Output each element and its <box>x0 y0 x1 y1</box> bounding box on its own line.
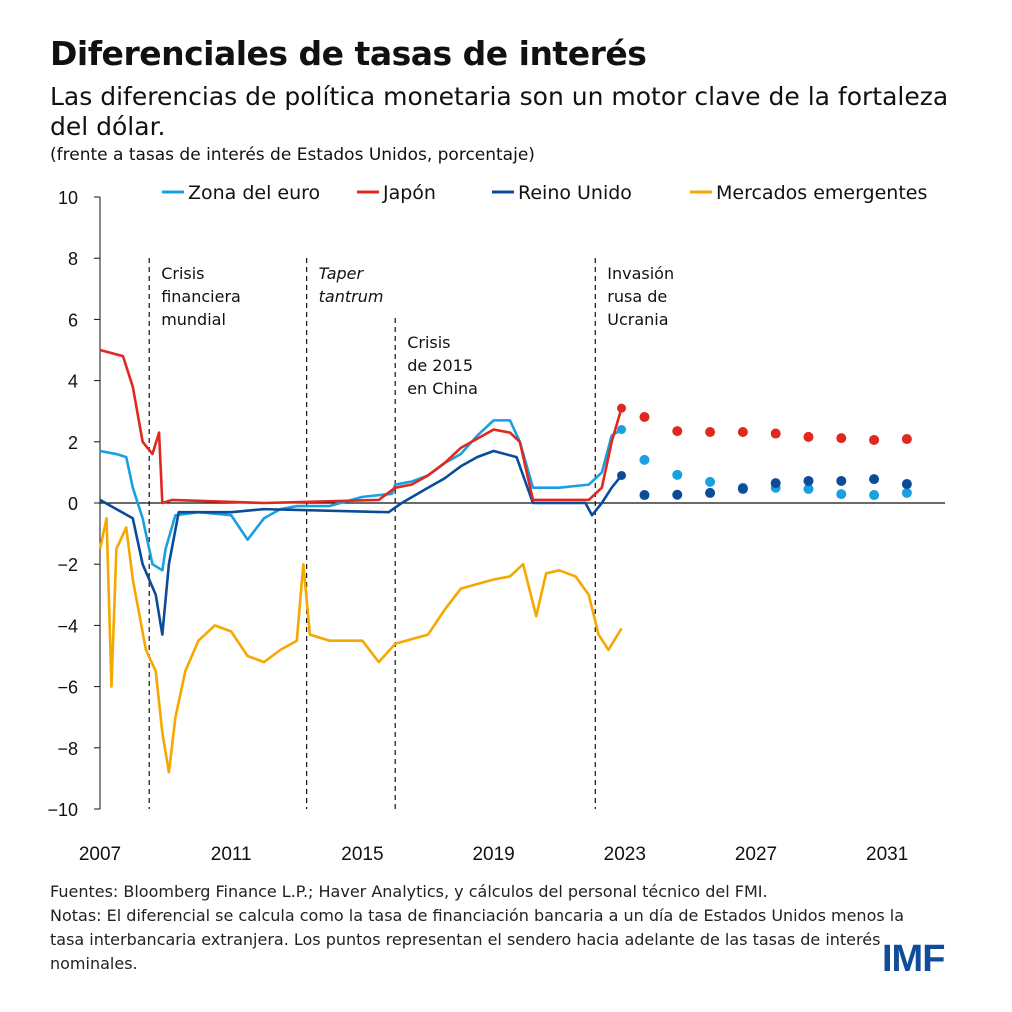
x-tick-label: 2019 <box>472 844 514 865</box>
y-tick-label: 10 <box>58 188 78 208</box>
series-line-1 <box>99 348 623 505</box>
annotation-text: Crisis <box>161 264 204 283</box>
projection-dot <box>672 489 683 500</box>
series-endpoint <box>617 403 627 413</box>
footnotes: Fuentes: Bloomberg Finance L.P.; Haver A… <box>50 880 910 976</box>
y-tick-label: 2 <box>68 433 78 453</box>
legend-label: Mercados emergentes <box>716 182 927 204</box>
series-line-3 <box>98 516 623 774</box>
projection-dot <box>737 483 748 494</box>
projection-dot <box>901 479 912 490</box>
x-tick-label: 2015 <box>341 844 383 865</box>
projection-dot <box>869 434 880 445</box>
annotation-text: en China <box>407 379 478 398</box>
projection-dot <box>803 483 814 494</box>
legend-label: Japón <box>382 182 436 204</box>
annotation-text: tantrum <box>319 287 384 306</box>
y-tick-label: 8 <box>68 249 78 269</box>
projection-dot <box>672 426 683 437</box>
series-line-2 <box>99 449 623 636</box>
x-tick-label: 2007 <box>79 844 121 865</box>
annotation-text: Ucrania <box>607 310 668 329</box>
annotation-text: financiera <box>161 287 241 306</box>
series-endpoint <box>617 425 627 435</box>
annotation-text: Taper <box>319 264 365 283</box>
legend-label: Zona del euro <box>188 182 320 204</box>
projection-dot <box>869 474 880 485</box>
y-tick-label: 0 <box>68 494 78 514</box>
series-endpoint <box>617 470 627 480</box>
legend-label: Reino Unido <box>518 182 632 204</box>
projection-dot <box>901 434 912 445</box>
x-tick-label: 2031 <box>866 844 908 865</box>
y-tick-label: 6 <box>68 310 78 330</box>
y-tick-label: −6 <box>57 678 78 698</box>
projection-dot <box>639 490 650 501</box>
y-tick-label: −2 <box>57 555 78 575</box>
annotation-text: rusa de <box>607 287 667 306</box>
annotation-text: de 2015 <box>407 356 473 375</box>
y-tick-label: −10 <box>47 800 78 820</box>
y-tick-label: −4 <box>57 616 78 636</box>
notes-text: Notas: El diferencial se calcula como la… <box>50 906 905 973</box>
projection-dot <box>672 469 683 480</box>
y-tick-label: 4 <box>68 372 78 392</box>
projection-dot <box>770 428 781 439</box>
annotation-text: Crisis <box>407 333 450 352</box>
projection-dot <box>836 475 847 486</box>
projection-dot <box>869 490 880 501</box>
imf-logo: IMF <box>882 938 945 980</box>
projection-dot <box>901 487 912 498</box>
projection-dot <box>803 431 814 442</box>
y-tick-label: −8 <box>57 739 78 759</box>
projection-dot <box>737 427 748 438</box>
chart-title: Diferenciales de tasas de interés <box>50 34 647 73</box>
annotation-text: Invasión <box>607 264 674 283</box>
unit-label: (frente a tasas de interés de Estados Un… <box>50 145 535 165</box>
projection-dot <box>705 487 716 498</box>
sources-note: Fuentes: Bloomberg Finance L.P.; Haver A… <box>50 882 768 901</box>
projection-dot <box>803 475 814 486</box>
projection-dot <box>639 412 650 423</box>
x-tick-label: 2011 <box>211 844 252 865</box>
projection-dot <box>705 476 716 487</box>
chart-subtitle: Las diferencias de política monetaria so… <box>50 82 949 141</box>
projection-dot <box>639 454 650 465</box>
x-tick-label: 2027 <box>735 844 777 865</box>
projection-dot <box>836 489 847 500</box>
projection-dot <box>836 433 847 444</box>
x-tick-label: 2023 <box>604 844 646 865</box>
projection-dot <box>770 478 781 489</box>
annotation-text: mundial <box>161 310 226 329</box>
projection-dot <box>705 427 716 438</box>
series-line-0 <box>99 419 623 572</box>
